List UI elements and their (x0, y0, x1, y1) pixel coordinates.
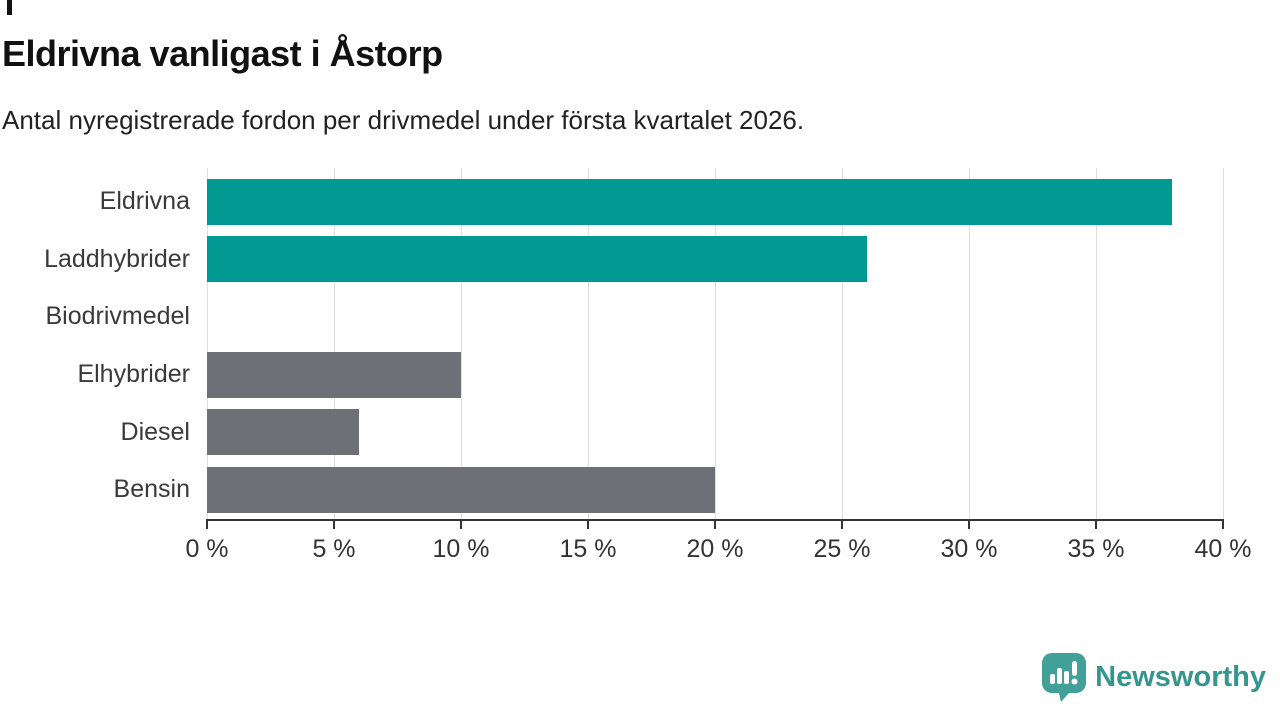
bar-track (207, 294, 1223, 340)
x-axis-tick (1222, 518, 1224, 529)
bar-row: Bensin (0, 461, 1223, 519)
gridline (461, 168, 462, 519)
bar-row: Laddhybrider (0, 231, 1223, 289)
category-label: Diesel (120, 417, 190, 446)
x-axis-tick (1095, 518, 1097, 529)
gridline (842, 168, 843, 519)
bar-chart: Eldrivna Laddhybrider Biodrivmedel Elhybrid… (0, 168, 1251, 571)
x-axis-tick-label: 5 % (312, 534, 356, 563)
bar-eldrivna (207, 178, 1173, 225)
bar-diesel (207, 409, 360, 456)
gridline (588, 168, 589, 519)
newsworthy-logo-icon (1042, 653, 1087, 702)
gridline (1223, 168, 1224, 519)
chart-title: Eldrivna vanligast i Åstorp (2, 33, 443, 74)
x-axis-tick-label: 10 % (432, 534, 490, 563)
bar-row: Biodrivmedel (0, 288, 1223, 346)
bar-bensin (207, 466, 715, 513)
x-axis-tick-label: 40 % (1194, 534, 1252, 563)
bar-track (207, 351, 1223, 398)
category-label: Biodrivmedel (45, 302, 190, 331)
gridline (334, 168, 335, 519)
bar-row: Diesel (0, 403, 1223, 461)
x-axis-tick-label: 0 % (185, 534, 229, 563)
bar-track (207, 409, 1223, 456)
gridline (1096, 168, 1097, 519)
bar-track (207, 236, 1223, 283)
x-axis: 0 % 5 % 10 % 15 % 20 % 25 % 30 % 35 % 40 % (185, 518, 1251, 571)
bar-row: Elhybrider (0, 346, 1223, 404)
x-axis-tick-label: 35 % (1067, 534, 1125, 563)
bar-elhybrider (207, 351, 461, 398)
bar-track (207, 178, 1223, 225)
x-axis-tick (587, 518, 589, 529)
bar-row: Eldrivna (0, 173, 1223, 231)
gridlines (207, 168, 1224, 519)
x-axis-tick (333, 518, 335, 529)
gridline (715, 168, 716, 519)
category-label: Elhybrider (77, 360, 190, 389)
x-axis-tick-label: 30 % (940, 534, 998, 563)
plot-area: Eldrivna Laddhybrider Biodrivmedel Elhybrid… (0, 168, 1224, 519)
newsworthy-brand-text: Newsworthy (1095, 661, 1266, 693)
gridline (207, 168, 208, 519)
x-axis-tick (841, 518, 843, 529)
top-left-crop-artifact (7, 0, 12, 15)
x-axis-tick (206, 518, 208, 529)
category-label: Bensin (113, 475, 190, 504)
x-axis-tick (968, 518, 970, 529)
bar-track (207, 466, 1223, 513)
chart-subtitle: Antal nyregistrerade fordon per drivmede… (2, 105, 805, 135)
x-axis-tick-label: 20 % (686, 534, 744, 563)
x-axis-tick (460, 518, 462, 529)
bar-rows: Eldrivna Laddhybrider Biodrivmedel Elhybrid… (0, 173, 1223, 519)
bar-laddhybrider (207, 236, 868, 283)
category-label: Laddhybrider (44, 244, 190, 273)
x-axis-tick-label: 15 % (559, 534, 617, 563)
category-label: Eldrivna (99, 187, 190, 216)
x-axis-tick-label: 25 % (813, 534, 871, 563)
x-axis-tick (714, 518, 716, 529)
newsworthy-brand: Newsworthy (1042, 653, 1266, 702)
gridline (969, 168, 970, 519)
